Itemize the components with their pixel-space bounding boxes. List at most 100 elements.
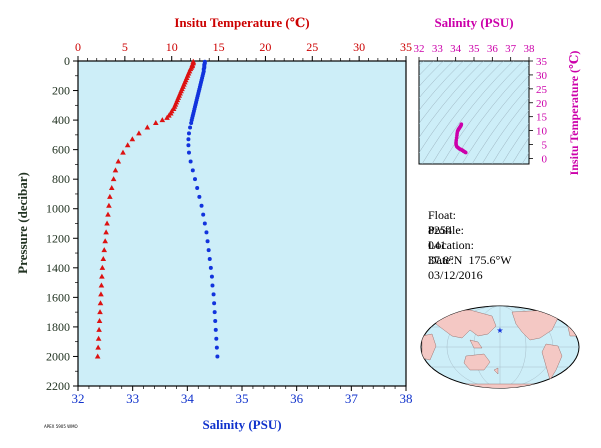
temperature-point <box>110 176 117 182</box>
pressure-axis-title: Pressure (decibar) <box>15 172 30 274</box>
density-contour <box>511 137 529 164</box>
temperature-point <box>97 309 103 315</box>
salinity-point <box>190 168 195 173</box>
ts-temperature-tick-label: 15 <box>536 112 548 124</box>
temperature-tick-label: 5 <box>122 40 128 54</box>
location-label: Location: <box>428 238 474 252</box>
float-value: 8254 <box>428 223 452 237</box>
density-contour <box>419 61 494 154</box>
temperature-point <box>129 136 136 142</box>
ts-temperature-tick-label: 20 <box>536 98 548 110</box>
temperature-point <box>112 167 119 173</box>
location-line: Location: 37.8°N 175.6°W <box>422 223 512 268</box>
pressure-tick-label: 200 <box>52 84 70 98</box>
density-contour <box>431 61 514 164</box>
salinity-point <box>189 118 194 123</box>
ts-temperature-tick-label: 25 <box>536 84 548 96</box>
temperature-point <box>108 185 115 191</box>
temperature-point <box>96 318 103 323</box>
salinity-point <box>213 327 218 332</box>
profile-plot-background <box>77 60 407 387</box>
date-label: Date: <box>428 253 454 267</box>
float-label: Float: <box>428 208 457 222</box>
salinity-point <box>188 125 193 130</box>
density-contour <box>481 97 529 164</box>
temperature-point <box>164 114 170 120</box>
salinity-point <box>204 230 209 235</box>
profile-value: 041 <box>428 238 446 252</box>
temperature-point <box>95 344 101 350</box>
ts-salinity-axis-title: Salinity (PSU) <box>434 15 513 30</box>
salinity-point <box>197 194 202 199</box>
density-contour <box>419 61 484 138</box>
temperature-point <box>97 300 104 306</box>
temperature-point <box>103 229 109 235</box>
temperature-axis-ticks: 0 5 10 15 20 25 30 35 <box>75 40 412 61</box>
world-map-inset: ★ <box>420 305 580 389</box>
pressure-axis-ticks: 0 200 400 600 800 1000 1200 1400 1600 1800 2000 220… <box>46 54 78 393</box>
salinity-point <box>214 345 219 350</box>
temperature-point <box>159 117 166 123</box>
salinity-point <box>214 336 219 341</box>
salinity-point <box>210 283 215 288</box>
pressure-tick-label: 400 <box>52 113 70 127</box>
ts-temperature-tick-label: 5 <box>542 140 548 152</box>
salinity-point <box>186 137 191 142</box>
density-contour <box>441 61 524 164</box>
ts-diagram-background <box>418 60 530 165</box>
pressure-tick-label: 1600 <box>46 290 70 304</box>
map-land <box>421 309 579 388</box>
profile-plot: 0 5 10 15 20 25 30 35 32 33 34 35 36 37 38 0 200 400 600… <box>15 15 413 432</box>
ts-temperature-tick-label: 0 <box>542 153 548 165</box>
salinity-point <box>189 121 194 126</box>
temperature-point <box>144 124 151 130</box>
salinity-axis-ticks: 32 33 34 35 36 37 38 <box>72 386 413 406</box>
pressure-tick-label: 1000 <box>46 202 70 216</box>
profile-line: Profile: 041 <box>422 208 464 253</box>
temperature-point <box>115 158 122 164</box>
ts-point <box>463 150 468 155</box>
salinity-tick-label: 36 <box>290 391 304 406</box>
salinity-point <box>207 256 212 261</box>
salinity-tick-label: 33 <box>126 391 139 406</box>
temperature-point <box>152 120 159 126</box>
pressure-tick-label: 1400 <box>46 261 70 275</box>
salinity-point <box>212 301 217 306</box>
salinity-tick-label: 34 <box>181 391 195 406</box>
density-contour <box>521 152 529 164</box>
density-contour <box>419 61 444 87</box>
ts-temperature-axis-title: Insitu Temperature (℃) <box>567 51 581 176</box>
temperature-point <box>106 202 112 208</box>
temperature-tick-label: 20 <box>259 40 271 54</box>
temperature-point <box>98 291 104 297</box>
footer-tag: APEX 5905 WMO <box>44 424 78 429</box>
ts-salinity-tick-label: 37 <box>505 43 517 55</box>
temperature-point <box>120 149 126 155</box>
pressure-tick-label: 1200 <box>46 231 70 245</box>
temperature-series <box>94 58 197 359</box>
salinity-point <box>213 319 218 323</box>
salinity-point <box>186 150 191 155</box>
salinity-point <box>206 248 211 253</box>
temperature-tick-label: 10 <box>166 40 178 54</box>
density-contours <box>419 61 529 164</box>
temperature-point <box>101 247 108 253</box>
temperature-point <box>107 193 113 199</box>
pressure-tick-label: 0 <box>64 54 70 68</box>
temperature-point <box>95 335 102 341</box>
float-location-star: ★ <box>496 326 503 335</box>
temperature-point <box>96 326 102 332</box>
pressure-tick-label: 2000 <box>46 349 70 363</box>
salinity-point <box>202 221 207 226</box>
temperature-point <box>104 220 110 226</box>
temperature-point <box>105 211 111 217</box>
date-value: 03/12/2016 <box>428 268 483 282</box>
ts-temperature-tick-label: 35 <box>536 56 548 68</box>
salinity-point <box>208 265 213 270</box>
temperature-tick-label: 30 <box>353 40 365 54</box>
salinity-point <box>205 239 210 244</box>
density-contour <box>421 61 504 164</box>
salinity-point <box>215 354 220 359</box>
date-line: Date: 03/12/2016 <box>422 238 483 283</box>
pressure-tick-label: 800 <box>52 172 70 186</box>
